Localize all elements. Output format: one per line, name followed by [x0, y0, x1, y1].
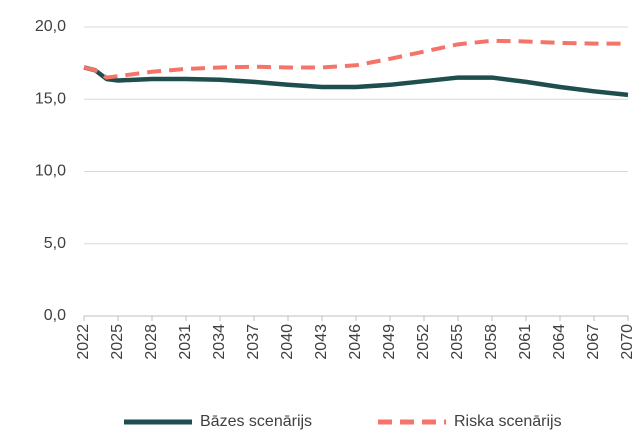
- x-tick-label: 2028: [143, 324, 160, 360]
- x-tick-label: 2067: [585, 324, 602, 360]
- x-tick-label: 2070: [619, 324, 636, 360]
- line-series: [83, 38, 628, 80]
- x-tick-label: 2046: [347, 324, 364, 360]
- x-tick-label: 2031: [177, 324, 194, 360]
- y-tick-label: 5,0: [44, 235, 66, 252]
- x-tick-label: 2055: [449, 324, 466, 360]
- y-tick-label: 20,0: [35, 18, 66, 35]
- y-tick-label: 10,0: [35, 163, 66, 180]
- x-tick-label: 2043: [313, 324, 330, 360]
- x-tick-label: 2058: [483, 324, 500, 360]
- x-tick-label: 2052: [415, 324, 432, 360]
- legend-label: Riska scenārijs: [454, 413, 562, 430]
- x-tick-label: 2022: [75, 324, 92, 360]
- x-tick-label: 2064: [551, 324, 568, 360]
- y-tick-label: 15,0: [35, 90, 66, 107]
- x-tick-label: 2034: [211, 324, 228, 360]
- x-tick-label: 2049: [381, 324, 398, 360]
- x-tick-label: 2025: [109, 324, 126, 360]
- x-tick-label: 2061: [517, 324, 534, 360]
- line-series: [83, 65, 629, 98]
- legend-label: Bāzes scenārijs: [200, 413, 312, 430]
- x-tick-label: 2040: [279, 324, 296, 360]
- y-tick-label: 0,0: [44, 307, 66, 324]
- x-tick-label: 2037: [245, 324, 262, 360]
